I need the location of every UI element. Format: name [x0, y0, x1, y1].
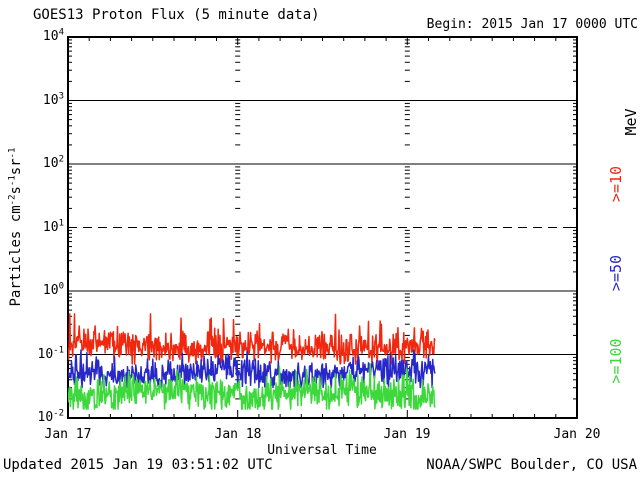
y-tick-label: 10-1	[37, 345, 65, 362]
y-tick-label: 103	[42, 91, 64, 108]
y-tick-label: 104	[42, 27, 64, 44]
x-tick-jan17: Jan 17	[44, 427, 92, 442]
source-attribution: NOAA/SWPC Boulder, CO USA	[426, 457, 637, 473]
chart-title: GOES13 Proton Flux (5 minute data)	[33, 7, 320, 23]
legend-ge50-label: >=50	[607, 254, 625, 292]
series-100mev-line	[68, 363, 436, 410]
series-10mev-line	[68, 313, 436, 365]
begin-timestamp: Begin: 2015 Jan 17 0000 UTC	[426, 17, 638, 32]
y-tick-label: 10-2	[37, 408, 65, 425]
updated-timestamp: Updated 2015 Jan 19 03:51:02 UTC	[3, 457, 273, 473]
y-tick-label: 101	[42, 218, 64, 235]
x-axis-title: Universal Time	[267, 443, 377, 458]
y-tick-label: 102	[42, 154, 64, 171]
series-50mev-line	[68, 349, 436, 389]
x-tick-jan18: Jan 18	[214, 427, 262, 442]
legend-ge10-label: >=10	[607, 165, 625, 203]
x-tick-jan20: Jan 20	[553, 427, 601, 442]
y-tick-label: 100	[42, 281, 64, 298]
x-tick-jan19: Jan 19	[383, 427, 431, 442]
legend-ge100-label: >=100	[607, 338, 625, 384]
